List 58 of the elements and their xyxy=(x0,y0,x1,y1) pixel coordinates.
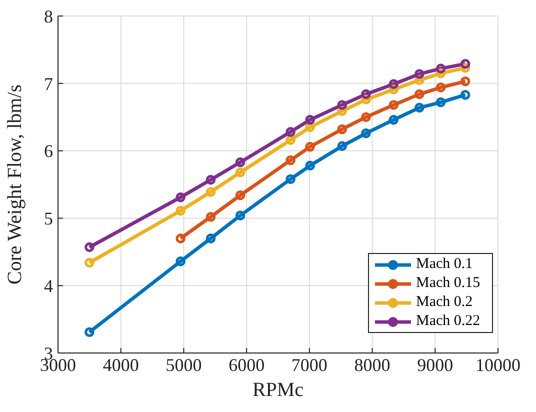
point xyxy=(206,212,216,222)
point xyxy=(305,114,315,125)
point xyxy=(176,234,186,244)
point xyxy=(337,124,348,134)
point xyxy=(286,174,296,184)
y-tick-label: 7 xyxy=(44,74,53,94)
point xyxy=(176,206,186,216)
point xyxy=(361,89,371,100)
x-tick-label: 4000 xyxy=(102,354,139,375)
y-tick-label: 6 xyxy=(44,141,53,162)
point xyxy=(436,64,446,74)
point xyxy=(388,100,399,110)
x-tick-label: 10000 xyxy=(476,354,520,375)
x-tick-label: 9000 xyxy=(417,354,454,375)
point xyxy=(305,160,315,171)
point xyxy=(84,258,94,268)
x-tick-label: 6000 xyxy=(228,354,265,375)
point xyxy=(460,76,470,86)
legend-label: Mach 0.2 xyxy=(416,293,473,312)
point xyxy=(388,114,399,125)
point xyxy=(286,127,296,137)
point xyxy=(176,192,186,202)
point xyxy=(206,187,216,197)
x-tick-label: 5000 xyxy=(166,354,202,375)
legend-label: Mach 0.22 xyxy=(416,312,480,331)
point xyxy=(460,58,470,69)
point xyxy=(235,157,246,168)
legend-label: Mach 0.15 xyxy=(416,274,480,293)
point xyxy=(235,190,246,200)
point xyxy=(176,256,186,266)
y-axis-title: Core Weight Flow, lbm/s xyxy=(4,84,26,284)
point xyxy=(414,89,424,100)
y-tick-label: 5 xyxy=(44,208,53,229)
point xyxy=(206,174,216,185)
point xyxy=(286,155,296,166)
point xyxy=(388,79,399,89)
point xyxy=(460,90,470,100)
legend-label: Mach 0.1 xyxy=(416,255,473,274)
point xyxy=(305,142,315,152)
point xyxy=(414,102,424,113)
point xyxy=(361,112,371,122)
x-axis-title: RPMc xyxy=(252,379,304,401)
point xyxy=(84,327,94,338)
point xyxy=(436,97,446,108)
y-tick-label: 4 xyxy=(44,276,53,296)
point xyxy=(436,82,446,92)
x-tick-label: 8000 xyxy=(354,354,390,375)
y-tick-label: 8 xyxy=(44,6,53,26)
point xyxy=(361,128,371,138)
point xyxy=(337,141,348,151)
point xyxy=(235,210,246,220)
point xyxy=(206,234,216,244)
point xyxy=(84,242,94,252)
x-tick-label: 7000 xyxy=(291,354,328,375)
point xyxy=(286,135,296,145)
point xyxy=(337,100,348,110)
point xyxy=(414,69,424,79)
point xyxy=(235,167,246,178)
